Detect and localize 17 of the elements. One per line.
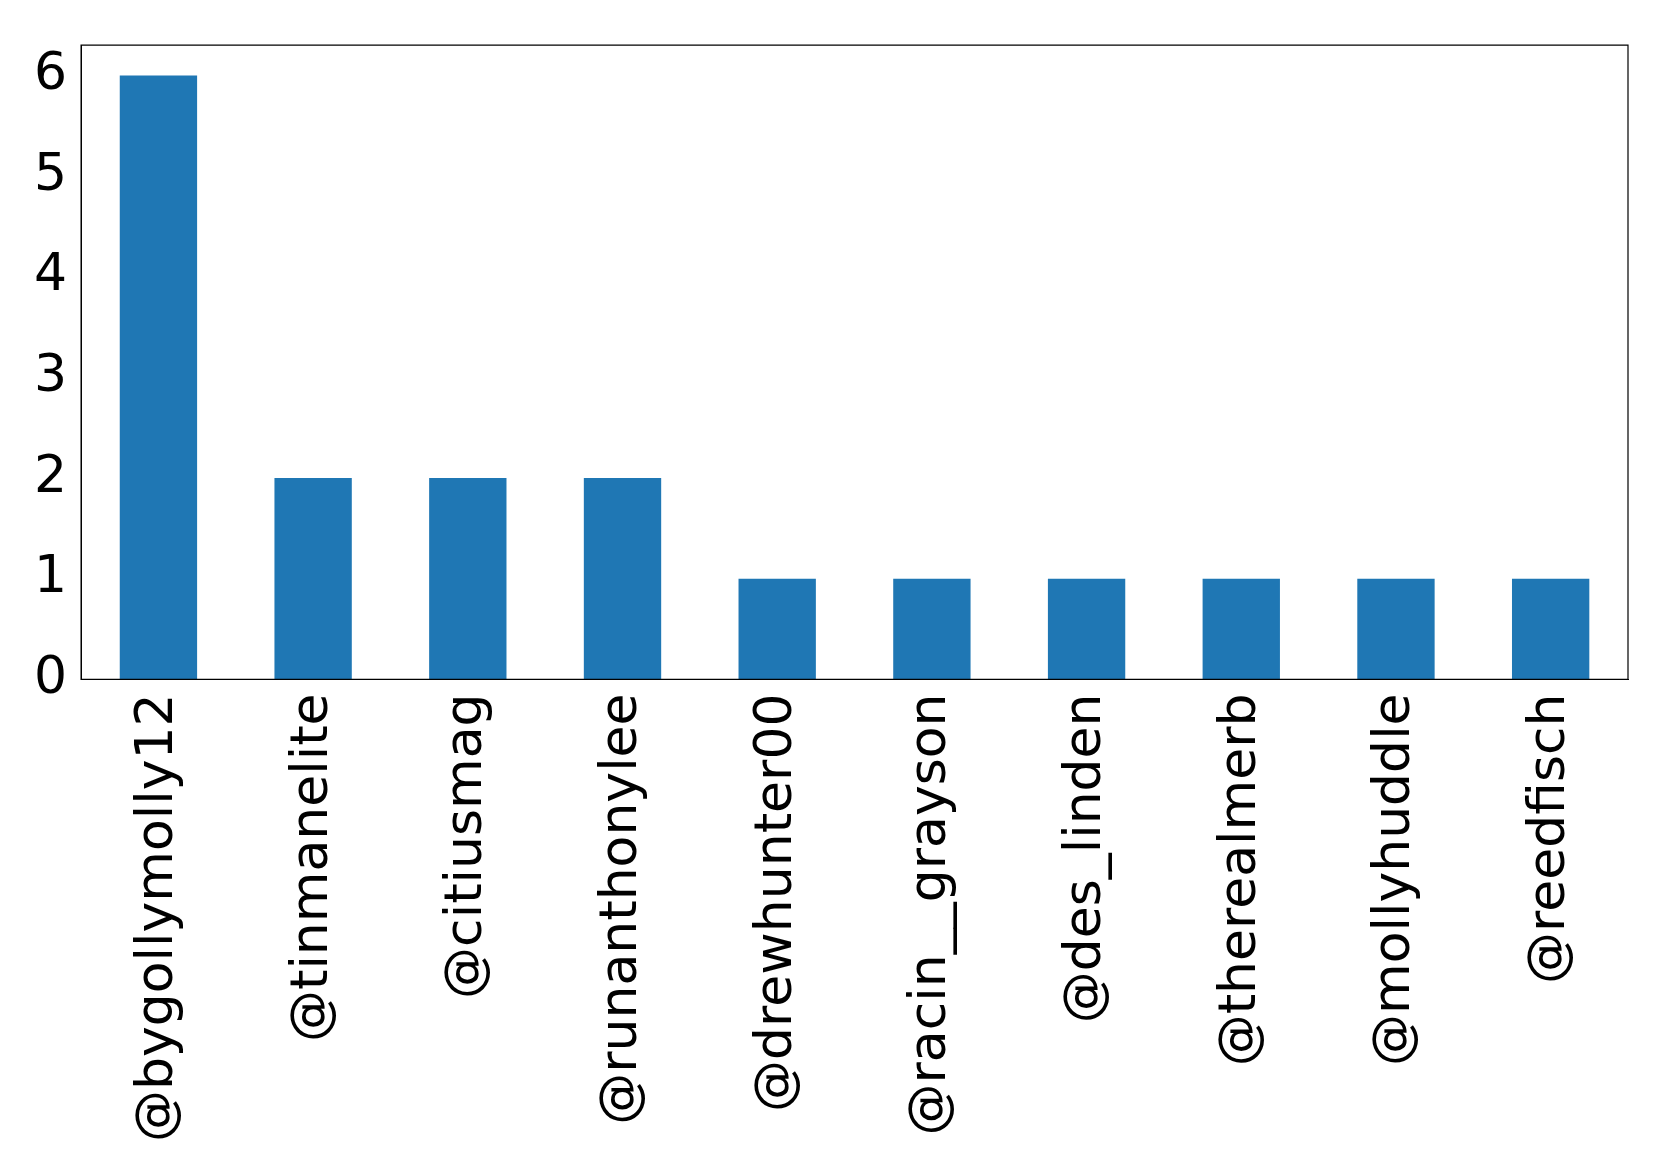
x-tick-label: @citiusmag	[433, 693, 494, 999]
x-tick-label: @drewhunter00	[742, 693, 803, 1112]
y-tick-label: 5	[33, 141, 68, 202]
x-tick-label: @des_linden	[1052, 693, 1113, 1024]
y-tick-label: 3	[33, 342, 68, 403]
x-tick-label: @runanthonylee	[588, 693, 649, 1125]
y-tick-label: 2	[33, 443, 68, 504]
x-tick-label: @bygollymolly12	[123, 693, 184, 1142]
x-tick-label: @reedfisch	[1516, 693, 1577, 985]
x-tick-label: @racin__grayson	[897, 693, 958, 1136]
y-tick-label: 1	[33, 544, 68, 605]
x-tick-label: @tinmanelite	[278, 693, 339, 1042]
x-tick-label: @therealmerb	[1206, 693, 1267, 1067]
y-tick-label: 4	[33, 242, 68, 303]
x-tick-label: @mollyhuddle	[1361, 693, 1422, 1066]
y-tick-label: 0	[33, 644, 68, 705]
y-tick-label: 6	[33, 40, 68, 101]
